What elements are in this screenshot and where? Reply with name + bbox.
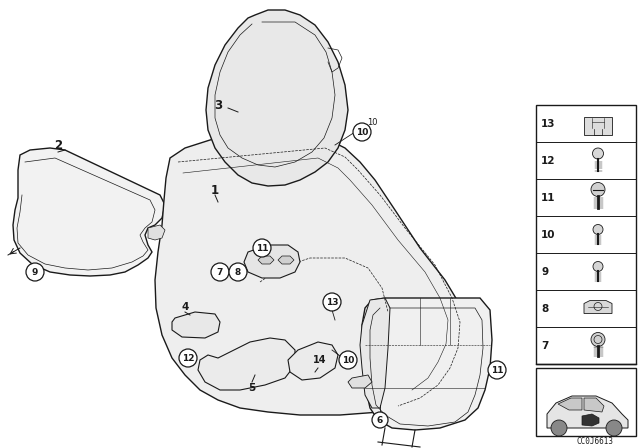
Polygon shape: [278, 256, 294, 264]
Polygon shape: [13, 148, 165, 276]
Circle shape: [593, 148, 604, 159]
Text: 6: 6: [377, 415, 383, 425]
Text: 14: 14: [313, 355, 327, 365]
Circle shape: [488, 361, 506, 379]
Circle shape: [323, 293, 341, 311]
Circle shape: [606, 420, 622, 436]
Polygon shape: [582, 414, 599, 426]
Text: 10: 10: [356, 128, 368, 137]
Text: 12: 12: [541, 155, 556, 165]
Polygon shape: [148, 225, 165, 240]
Text: 13: 13: [326, 297, 339, 306]
Polygon shape: [244, 245, 300, 278]
Polygon shape: [558, 398, 582, 410]
Polygon shape: [362, 298, 492, 430]
Text: 11: 11: [541, 193, 556, 202]
Text: CC0J6613: CC0J6613: [577, 437, 614, 446]
Circle shape: [339, 351, 357, 369]
Polygon shape: [198, 338, 295, 390]
Polygon shape: [584, 301, 612, 314]
Text: 7: 7: [217, 267, 223, 276]
Text: 7: 7: [541, 340, 548, 350]
Text: 4: 4: [181, 302, 189, 312]
Text: 10: 10: [342, 356, 354, 365]
Text: 1: 1: [211, 184, 219, 197]
Bar: [536, 105, 636, 364]
Circle shape: [591, 182, 605, 197]
Polygon shape: [584, 398, 604, 412]
Circle shape: [551, 420, 567, 436]
Polygon shape: [258, 256, 274, 264]
Polygon shape: [206, 10, 348, 186]
Polygon shape: [348, 375, 372, 388]
Circle shape: [253, 239, 271, 257]
Text: 10: 10: [541, 229, 556, 240]
Text: 3: 3: [214, 99, 222, 112]
Text: 13: 13: [541, 119, 556, 129]
Circle shape: [179, 349, 197, 367]
Circle shape: [593, 224, 603, 234]
Circle shape: [26, 263, 44, 281]
Circle shape: [229, 263, 247, 281]
Bar: [584, 116, 612, 134]
Bar: [536, 368, 636, 436]
Text: 8: 8: [541, 303, 548, 314]
Circle shape: [593, 262, 603, 271]
Polygon shape: [288, 342, 338, 380]
Circle shape: [591, 332, 605, 346]
Polygon shape: [172, 312, 220, 338]
Text: 8: 8: [235, 267, 241, 276]
Text: 2: 2: [54, 138, 62, 151]
Text: 9: 9: [32, 267, 38, 276]
Text: 11: 11: [491, 366, 503, 375]
Polygon shape: [547, 396, 628, 428]
Text: 9: 9: [541, 267, 548, 276]
Text: 5: 5: [248, 383, 255, 393]
Polygon shape: [360, 298, 390, 408]
Polygon shape: [155, 130, 468, 415]
Text: 12: 12: [182, 353, 195, 362]
Circle shape: [211, 263, 229, 281]
Circle shape: [353, 123, 371, 141]
Text: 11: 11: [256, 244, 268, 253]
Circle shape: [372, 412, 388, 428]
Text: 10: 10: [367, 117, 377, 126]
